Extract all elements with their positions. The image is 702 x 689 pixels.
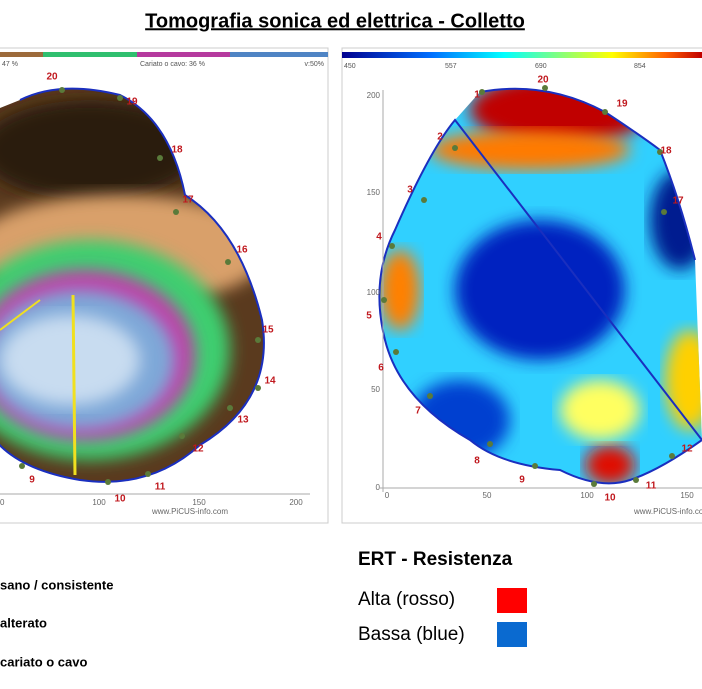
sensor [633,477,639,483]
path-line [0,299,41,331]
sensor [542,85,548,91]
sensor [427,393,433,399]
node-label: 4 [376,232,382,243]
scale-label: 557 [445,63,457,70]
scale-label: 47 % [2,61,18,68]
node-label: 14 [264,376,276,387]
sensor [669,453,675,459]
watermark: www.PiCUS-info.com [633,507,702,516]
sensor [255,385,261,391]
y-tick-label: 150 [367,188,381,197]
sensor [661,209,667,215]
x-tick-label: 100 [92,498,106,507]
y-tick-label: 100 [367,288,381,297]
legend-swatch [497,622,527,647]
legend-item: Bassa (blue) [358,624,465,645]
sensor [389,243,395,249]
sensor [145,471,151,477]
node-label: 11 [646,481,657,492]
sensor [255,337,261,343]
colorbar [342,52,702,58]
x-tick-label: 200 [289,498,303,507]
node-label: 19 [126,97,138,108]
y-tick-label: 50 [371,385,380,394]
legend-item: alterato [0,615,47,630]
scale-seg [0,52,43,57]
scale-label: 854 [634,63,646,70]
node-label: 20 [46,72,58,83]
legend-swatch [497,588,527,613]
x-tick-label: 150 [680,491,694,500]
node-label: 2 [437,132,443,143]
sensor [532,463,538,469]
scale-label: 450 [344,63,356,70]
sensor [421,197,427,203]
node-label: 9 [519,475,525,486]
node-label: 17 [672,196,684,207]
watermark: www.PiCUS-info.com [151,507,228,516]
node-label: 12 [192,444,204,455]
scale-seg [137,52,230,57]
sensor [381,297,387,303]
sensor [105,479,111,485]
node-label: 8 [474,456,480,467]
x-tick-label: 0 [0,498,5,507]
legend-item: sano / consistente [0,577,113,592]
scale-seg [43,52,137,57]
node-label: 12 [681,444,693,455]
scale-label: v:50% [305,61,324,68]
y-tick-label: 200 [367,91,381,100]
node-label: 5 [366,311,372,322]
scale-label: Cariato o cavo: 36 % [140,61,205,68]
node-label: 15 [262,325,274,336]
y-tick-label: 0 [376,483,381,492]
outline [378,87,702,485]
sensor [179,433,185,439]
ert-legend-title: ERT - Resistenza [358,549,513,570]
sensor [173,209,179,215]
sensor [59,87,65,93]
sensor [225,259,231,265]
sensor [479,89,485,95]
sensor [657,149,663,155]
x-tick-label: 150 [192,498,206,507]
sonic-image [0,88,264,482]
node-label: 16 [236,245,248,256]
node-label: 17 [182,195,194,206]
node-label: 6 [378,363,384,374]
x-tick-label: 50 [483,491,492,500]
sensor [591,481,597,487]
sensor [487,441,493,447]
node-label: 18 [660,146,672,157]
path-line [71,294,77,476]
node-label: 18 [171,145,183,156]
x-tick-label: 0 [385,491,390,500]
title: Tomografia sonica ed elettrica - Collett… [145,10,525,32]
sensor [393,349,399,355]
node-label: 7 [415,406,421,417]
node-label: 11 [155,482,166,493]
node-label: 13 [237,415,249,426]
sensor [602,109,608,115]
node-label: 20 [537,75,549,86]
scale-seg [230,52,328,57]
node-label: 9 [29,475,35,486]
node-label: 1 [474,90,480,101]
scale-label: 690 [535,63,547,70]
node-label: 19 [616,99,628,110]
x-tick-label: 100 [580,491,594,500]
node-label: 3 [407,185,413,196]
sensor [227,405,233,411]
sensor [452,145,458,151]
sensor [19,463,25,469]
legend-item: Alta (rosso) [358,589,455,610]
sensor [157,155,163,161]
node-label: 10 [114,494,126,505]
legend-item: cariato o cavo [0,654,87,669]
sensor [117,95,123,101]
node-label: 10 [604,493,616,504]
